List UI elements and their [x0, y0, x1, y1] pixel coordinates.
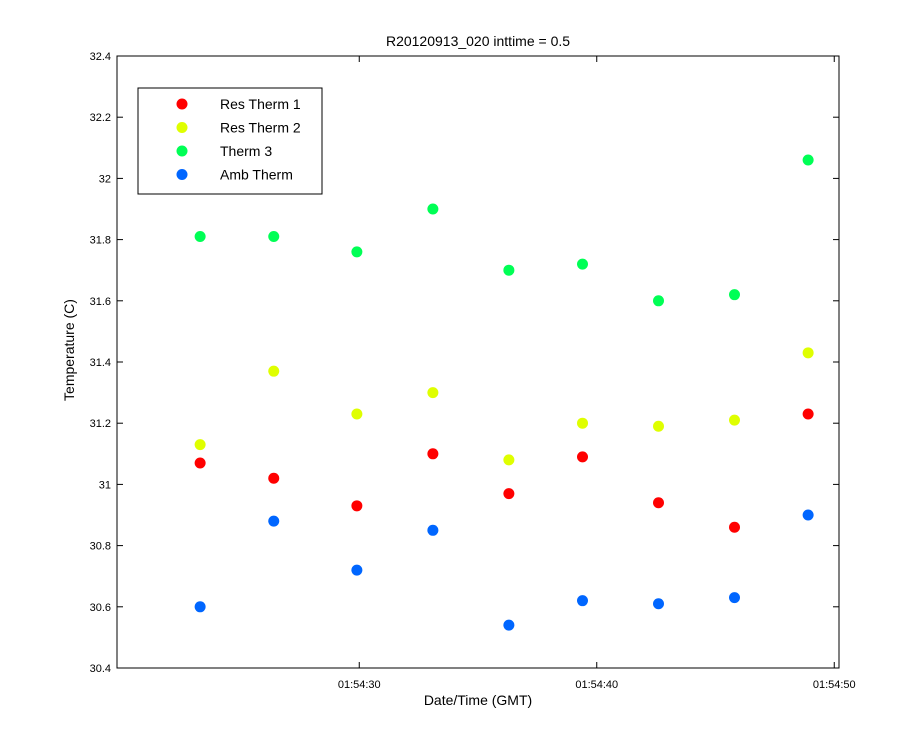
legend-box: [137, 87, 323, 195]
point-therm-3: [653, 295, 664, 307]
point-res-therm-2: [503, 454, 515, 466]
y-tick-label: 30.4: [90, 663, 111, 675]
point-therm-3: [194, 231, 206, 243]
point-amb-therm: [194, 601, 206, 613]
point-res-therm-2: [577, 417, 588, 429]
y-axis-label: Temperature (C): [61, 299, 77, 401]
point-amb-therm: [427, 524, 439, 536]
point-therm-3: [802, 154, 814, 166]
chart-title: R20120913_020 inttime = 0.5: [386, 33, 570, 49]
point-amb-therm: [653, 598, 664, 610]
point-res-therm-1: [577, 451, 588, 463]
point-res-therm-2: [427, 387, 439, 399]
point-therm-3: [351, 246, 363, 258]
point-amb-therm: [351, 564, 363, 576]
point-res-therm-1: [802, 408, 814, 420]
point-therm-3: [503, 264, 515, 276]
point-res-therm-1: [268, 472, 280, 484]
point-amb-therm: [577, 595, 588, 607]
y-tick-label: 32: [99, 173, 111, 185]
legend-marker-res-therm-1: [176, 98, 188, 110]
y-tick-label: 31.2: [90, 418, 111, 430]
point-res-therm-1: [194, 457, 206, 469]
legend: Res Therm 1 Res Therm 2 Therm 3 Amb Therm: [137, 87, 323, 195]
legend-label-therm-3: Therm 3: [220, 143, 272, 159]
point-therm-3: [427, 203, 439, 215]
point-res-therm-1: [351, 500, 363, 512]
x-tick-label: 01:54:30: [338, 679, 381, 691]
point-res-therm-1: [653, 497, 664, 509]
legend-marker-res-therm-2: [176, 122, 188, 133]
legend-marker-therm-3: [176, 145, 188, 157]
y-tick-label: 30.8: [90, 541, 111, 553]
point-amb-therm: [268, 515, 280, 527]
y-tick-label: 31.4: [90, 357, 111, 369]
point-res-therm-2: [351, 408, 363, 420]
point-res-therm-2: [802, 347, 814, 359]
point-amb-therm: [503, 619, 515, 631]
y-tick-label: 30.6: [90, 602, 111, 614]
point-res-therm-1: [729, 521, 740, 533]
legend-label-amb-therm: Amb Therm: [220, 167, 293, 183]
point-res-therm-2: [268, 365, 280, 377]
y-tick-label: 32.2: [90, 112, 111, 124]
point-therm-3: [577, 258, 588, 270]
x-tick-label: 01:54:50: [813, 679, 856, 691]
y-tick-label: 31: [99, 479, 111, 491]
y-tick-label: 31.6: [90, 296, 111, 308]
y-tick-label: 32.4: [90, 51, 111, 63]
point-res-therm-1: [427, 448, 439, 460]
x-tick-label: 01:54:40: [575, 679, 618, 691]
point-amb-therm: [729, 592, 740, 604]
y-tick-label: 31.8: [90, 235, 111, 247]
point-res-therm-1: [503, 488, 515, 500]
point-therm-3: [729, 289, 740, 301]
point-therm-3: [268, 231, 280, 243]
x-axis-label: Date/Time (GMT): [424, 692, 532, 708]
legend-label-res-therm-1: Res Therm 1: [220, 96, 301, 112]
point-amb-therm: [802, 509, 814, 521]
point-res-therm-2: [729, 414, 740, 426]
legend-marker-amb-therm: [176, 169, 188, 180]
data-points: [194, 154, 814, 631]
point-res-therm-2: [653, 420, 664, 432]
y-axis: 30.4 30.6 30.8 31 31.2 31.4 31.6 31.8 32 32.2 32.4: [90, 51, 839, 675]
x-axis: 01:54:30 01:54:40 01:54:50: [338, 56, 856, 691]
point-res-therm-2: [194, 439, 206, 451]
legend-label-res-therm-2: Res Therm 2: [220, 120, 301, 136]
